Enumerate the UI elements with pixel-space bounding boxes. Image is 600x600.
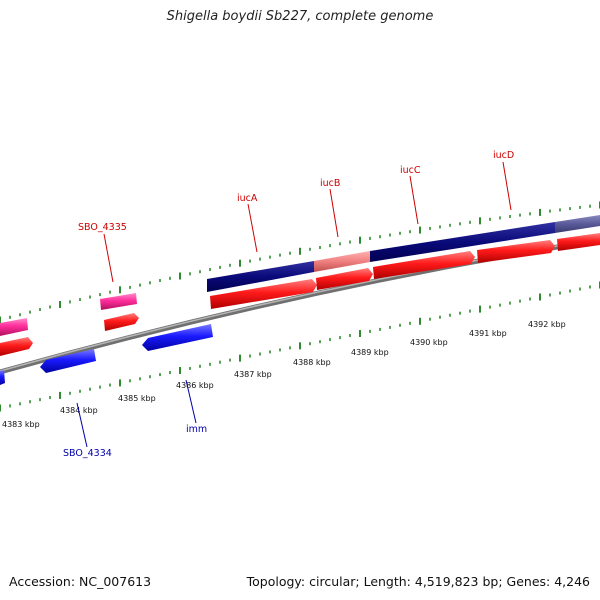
kbp-label: 4389 kbp — [351, 348, 389, 357]
gene-arrow — [477, 240, 555, 263]
kbp-label: 4385 kbp — [118, 394, 156, 403]
gene-label-iucc: iucC — [400, 165, 421, 176]
leader-iuca — [247, 203, 258, 253]
gene-label-sbo-4335: SBO_4335 — [78, 222, 127, 233]
kbp-label: 4392 kbp — [528, 320, 566, 329]
orf-track — [207, 215, 600, 292]
gene-arrow — [557, 233, 600, 251]
outer-tick-ring — [0, 201, 600, 324]
gene-arrow — [210, 279, 317, 309]
label-leaders — [76, 161, 512, 448]
map-title: Shigella boydii Sb227, complete genome — [166, 9, 434, 24]
leader-sbo-4335 — [103, 233, 114, 283]
topology-text: Topology: circular; Length: 4,519,823 bp… — [246, 574, 590, 589]
orf-segment-iucb — [314, 251, 370, 272]
gene-arrow-reverse — [0, 370, 5, 385]
reverse-genes — [0, 324, 213, 385]
gene-arrow — [316, 268, 373, 290]
leader-iucb — [329, 188, 339, 238]
kbp-label: 4391 kbp — [469, 329, 507, 338]
kbp-label-layer: 4383 kbp 4384 kbp 4385 kbp 4386 kbp 4387… — [2, 320, 566, 429]
kbp-label: 4387 kbp — [234, 370, 272, 379]
gene-label-iuca: iucA — [237, 193, 258, 204]
forward-genes — [0, 233, 600, 356]
inner-tick-ring — [0, 281, 600, 412]
leader-iucd — [502, 161, 512, 211]
gene-arrow — [104, 313, 139, 331]
kbp-label: 4386 kbp — [176, 381, 214, 390]
gene-pink — [0, 318, 28, 336]
gene-arrow — [373, 251, 475, 279]
leader-sbo-4334 — [76, 402, 88, 448]
orf-segment-iucd — [555, 215, 600, 233]
accession-text: Accession: NC_007613 — [9, 574, 152, 589]
orf-segment-iuca — [207, 261, 314, 292]
gene-label-iucb: iucB — [320, 178, 340, 189]
gene-label-iucd: iucD — [493, 150, 514, 161]
gene-pink — [100, 293, 137, 310]
gene-label-layer: SBO_4335 iucA iucB iucC iucD SBO_4334 im… — [63, 150, 514, 459]
orf-segment-iucc — [370, 222, 555, 262]
leader-imm — [185, 379, 197, 424]
leader-iucc — [409, 175, 419, 225]
gene-arrow-reverse — [142, 324, 213, 351]
gene-arrow — [0, 337, 33, 356]
kbp-label: 4390 kbp — [410, 338, 448, 347]
gene-label-imm: imm — [186, 424, 207, 435]
kbp-label: 4388 kbp — [293, 358, 331, 367]
gene-arrow-reverse — [40, 349, 96, 373]
gene-label-sbo-4334: SBO_4334 — [63, 448, 112, 459]
kbp-label: 4383 kbp — [2, 420, 40, 429]
